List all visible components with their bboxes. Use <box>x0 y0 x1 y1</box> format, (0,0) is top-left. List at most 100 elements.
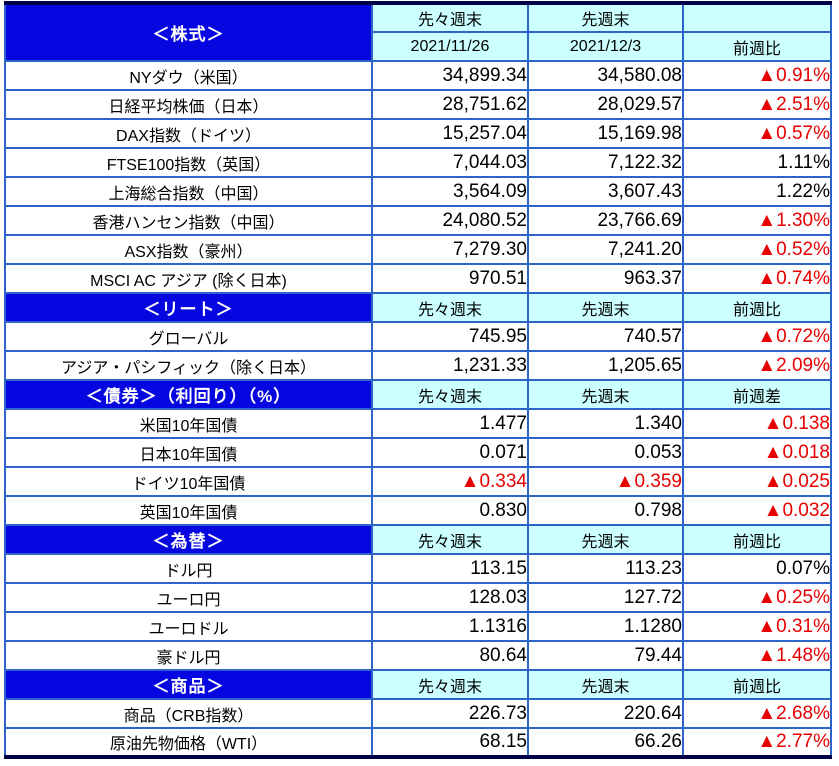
section-title: ＜リート＞ <box>4 292 373 323</box>
value-cell: 80.64 <box>371 640 529 671</box>
change-cell: 0.07% <box>682 553 832 584</box>
value-cell: 7,122.32 <box>527 147 684 178</box>
change-cell: ▲0.72% <box>682 321 832 352</box>
row-label: 米国10年国債 <box>4 408 373 439</box>
column-subheader: 2021/12/3 <box>527 31 684 62</box>
column-header: 先週末 <box>527 524 684 555</box>
value-cell: 66.26 <box>527 727 684 758</box>
value-cell: 34,899.34 <box>371 60 529 91</box>
change-cell: ▲0.138 <box>682 408 832 439</box>
value-cell: ▲0.334 <box>371 466 529 497</box>
value-cell: 1.1280 <box>527 611 684 642</box>
change-cell: 1.22% <box>682 176 832 207</box>
row-label: ユーロ円 <box>4 582 373 613</box>
row-label: グローバル <box>4 321 373 352</box>
value-cell: 79.44 <box>527 640 684 671</box>
change-cell: ▲0.74% <box>682 263 832 294</box>
value-cell: 0.053 <box>527 437 684 468</box>
value-cell: 7,279.30 <box>371 234 529 265</box>
data-row: FTSE100指数（英国） 7,044.03 7,122.32 1.11% <box>4 147 832 178</box>
section-title: ＜債券＞（利回り）（%） <box>4 379 373 410</box>
data-row: ASX指数（豪州） 7,279.30 7,241.20 ▲0.52% <box>4 234 832 265</box>
column-header: 先々週末 <box>371 524 529 555</box>
data-row: ドイツ10年国債 ▲0.334 ▲0.359 ▲0.025 <box>4 466 832 497</box>
column-subheader: 前週比 <box>682 31 832 62</box>
value-cell: 0.071 <box>371 437 529 468</box>
data-row: NYダウ（米国） 34,899.34 34,580.08 ▲0.91% <box>4 60 832 91</box>
value-cell: 3,607.43 <box>527 176 684 207</box>
value-cell: 15,257.04 <box>371 118 529 149</box>
data-row: 香港ハンセン指数（中国） 24,080.52 23,766.69 ▲1.30% <box>4 205 832 236</box>
column-header: 前週比 <box>682 524 832 555</box>
row-label: 香港ハンセン指数（中国） <box>4 205 373 236</box>
value-cell: 226.73 <box>371 698 529 729</box>
value-cell: 0.830 <box>371 495 529 526</box>
change-cell: ▲0.018 <box>682 437 832 468</box>
column-subheader: 2021/11/26 <box>371 31 529 62</box>
data-row: 商品（CRB指数） 226.73 220.64 ▲2.68% <box>4 698 832 729</box>
data-row: 日本10年国債 0.071 0.053 ▲0.018 <box>4 437 832 468</box>
value-cell: 1.340 <box>527 408 684 439</box>
value-cell: ▲0.359 <box>527 466 684 497</box>
change-cell: ▲0.31% <box>682 611 832 642</box>
change-cell: ▲2.68% <box>682 698 832 729</box>
section-title: ＜為替＞ <box>4 524 373 555</box>
data-row: 豪ドル円 80.64 79.44 ▲1.48% <box>4 640 832 671</box>
data-row: グローバル 745.95 740.57 ▲0.72% <box>4 321 832 352</box>
value-cell: 128.03 <box>371 582 529 613</box>
row-label: アジア・パシフィック（除く日本） <box>4 350 373 381</box>
section-header-row: ＜為替＞ 先々週末 先週末 前週比 <box>4 524 832 555</box>
row-label: ユーロドル <box>4 611 373 642</box>
value-cell: 23,766.69 <box>527 205 684 236</box>
change-cell: ▲0.57% <box>682 118 832 149</box>
section-title: ＜商品＞ <box>4 669 373 700</box>
data-row: 原油先物価格（WTI） 68.15 66.26 ▲2.77% <box>4 727 832 758</box>
row-label: ドイツ10年国債 <box>4 466 373 497</box>
value-cell: 127.72 <box>527 582 684 613</box>
column-header: 先週末 <box>527 292 684 323</box>
data-row: DAX指数（ドイツ） 15,257.04 15,169.98 ▲0.57% <box>4 118 832 149</box>
column-header <box>682 2 832 33</box>
subheader-row: 2021/11/26 2021/12/3 前週比 <box>5 31 832 62</box>
data-row: 米国10年国債 1.477 1.340 ▲0.138 <box>4 408 832 439</box>
column-header: 前週比 <box>682 292 832 323</box>
change-cell: ▲2.77% <box>682 727 832 758</box>
value-cell: 68.15 <box>371 727 529 758</box>
value-cell: 113.15 <box>371 553 529 584</box>
data-row: 日経平均株価（日本） 28,751.62 28,029.57 ▲2.51% <box>4 89 832 120</box>
change-cell: ▲1.48% <box>682 640 832 671</box>
market-summary-table: ＜株式＞ 先々週末 先週末 2021/11/26 2021/12/3 前週比 NYダウ（米国… <box>4 1 832 759</box>
column-header: 先週末 <box>527 2 684 33</box>
section-title: ＜株式＞ <box>4 2 373 62</box>
section-header-row: ＜商品＞ 先々週末 先週末 前週比 <box>4 669 832 700</box>
section-header-row: ＜リート＞ 先々週末 先週末 前週比 <box>4 292 832 323</box>
header-row: ＜株式＞ 先々週末 先週末 <box>4 2 832 62</box>
column-header: 先週末 <box>527 669 684 700</box>
column-header: 前週比 <box>682 669 832 700</box>
column-header: 先々週末 <box>371 292 529 323</box>
data-row: ユーロドル 1.1316 1.1280 ▲0.31% <box>4 611 832 642</box>
value-cell: 28,029.57 <box>527 89 684 120</box>
data-row: 英国10年国債 0.830 0.798 ▲0.032 <box>4 495 832 526</box>
value-cell: 963.37 <box>527 263 684 294</box>
data-row: ドル円 113.15 113.23 0.07% <box>4 553 832 584</box>
value-cell: 1,205.65 <box>527 350 684 381</box>
change-cell: ▲2.51% <box>682 89 832 120</box>
row-label: FTSE100指数（英国） <box>4 147 373 178</box>
change-cell: ▲0.032 <box>682 495 832 526</box>
market-table-body: ＜株式＞ 先々週末 先週末 2021/11/26 2021/12/3 前週比 NYダウ（米国… <box>4 2 832 758</box>
value-cell: 745.95 <box>371 321 529 352</box>
change-cell: ▲0.025 <box>682 466 832 497</box>
value-cell: 1.1316 <box>371 611 529 642</box>
value-cell: 7,241.20 <box>527 234 684 265</box>
row-label: 原油先物価格（WTI） <box>4 727 373 758</box>
data-row: 上海総合指数（中国） 3,564.09 3,607.43 1.22% <box>4 176 832 207</box>
row-label: 日経平均株価（日本） <box>4 89 373 120</box>
row-label: ASX指数（豪州） <box>4 234 373 265</box>
value-cell: 740.57 <box>527 321 684 352</box>
change-cell: ▲0.91% <box>682 60 832 91</box>
column-header: 先々週末 <box>371 379 529 410</box>
change-cell: 1.11% <box>682 147 832 178</box>
row-label: 英国10年国債 <box>4 495 373 526</box>
